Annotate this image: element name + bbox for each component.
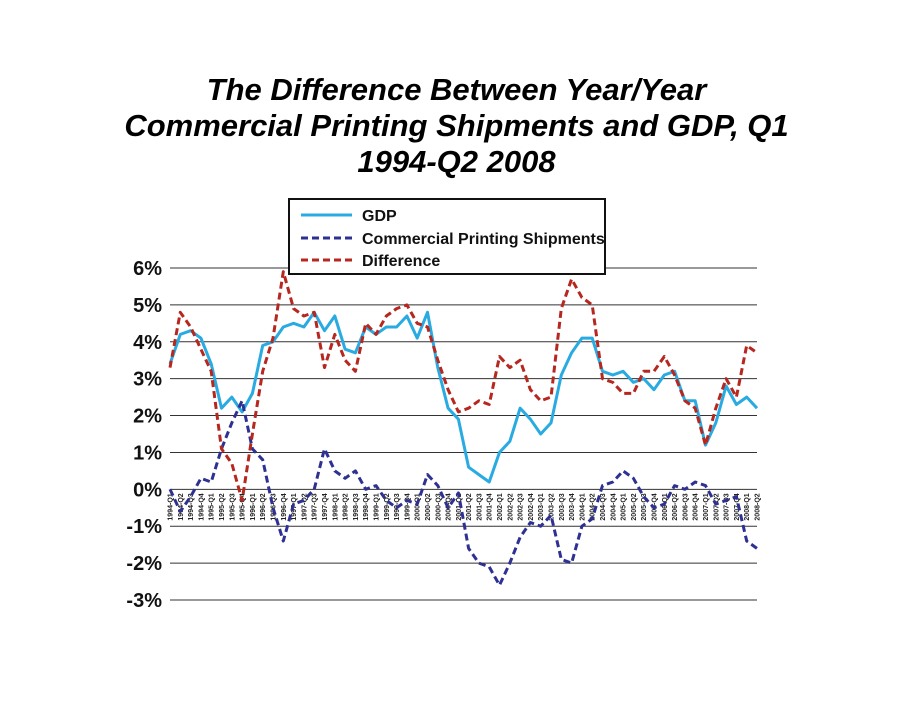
x-tick-label: 2008-Q2 — [755, 493, 762, 520]
x-tick-label: 1994-Q3 — [188, 493, 195, 520]
x-tick-label: 2004-Q4 — [610, 493, 617, 520]
x-tick-label: 1999-Q4 — [404, 493, 411, 520]
x-tick-label: 2002-Q2 — [507, 493, 514, 520]
y-axis-tick-labels: 6% 5% 4% 3% 2% 1% 0% -1% -2% -3% — [126, 258, 162, 612]
x-tick-label: 2004-Q1 — [579, 493, 586, 520]
x-tick-label: 1996-Q4 — [281, 493, 288, 520]
grid-lines — [170, 267, 757, 601]
x-tick-label: 2005-Q2 — [631, 493, 638, 520]
y-tick-label: 3% — [133, 369, 162, 391]
x-tick-label: 2007-Q3 — [724, 493, 731, 520]
chart-title-line-1: The Difference Between Year/Year — [206, 72, 707, 107]
series-line-difference — [168, 270, 758, 502]
x-tick-label: 2000-Q2 — [425, 493, 432, 520]
y-tick-label: 6% — [133, 258, 162, 280]
y-tick-label: 0% — [133, 479, 162, 501]
x-tick-label: 2006-Q3 — [682, 493, 689, 520]
x-tick-label: 1994-Q4 — [198, 493, 205, 520]
x-tick-label: 2001-Q2 — [466, 493, 473, 520]
x-tick-label: 2003-Q4 — [569, 493, 576, 520]
legend-label-gdp: GDP — [362, 208, 397, 225]
x-tick-label: 2003-Q1 — [538, 493, 545, 520]
y-tick-label: -2% — [126, 553, 162, 575]
legend-box — [288, 198, 606, 275]
x-tick-label: 1995-Q1 — [209, 493, 216, 520]
x-axis-tick-labels: 1994-Q1 1994-Q2 1994-Q3 1994-Q4 1995-Q1 1995-… — [168, 493, 762, 520]
x-tick-label: 2004-Q3 — [600, 493, 607, 520]
chart-title-line-2: Commercial Printing Shipments and GDP, Q… — [124, 108, 789, 143]
x-tick-label: 2008-Q1 — [744, 493, 751, 520]
x-tick-label: 1997-Q1 — [291, 493, 298, 520]
x-tick-label: 2001-Q1 — [456, 493, 463, 520]
y-tick-label: 4% — [133, 332, 162, 354]
x-tick-label: 2005-Q3 — [641, 493, 648, 520]
x-tick-label: 2000-Q3 — [435, 493, 442, 520]
x-tick-label: 1995-Q3 — [229, 493, 236, 520]
y-tick-label: -1% — [126, 516, 162, 538]
x-tick-label: 1997-Q3 — [312, 493, 319, 520]
x-tick-label: 2006-Q1 — [662, 493, 669, 520]
x-tick-label: 1998-Q1 — [332, 493, 339, 520]
chart-title-line-3: 1994-Q2 2008 — [357, 144, 556, 179]
x-tick-label: 2002-Q4 — [528, 493, 535, 520]
y-tick-label: 2% — [133, 406, 162, 428]
legend: GDP Commercial Printing Shipments Differ… — [288, 198, 606, 275]
x-tick-label: 2006-Q2 — [672, 493, 679, 520]
x-tick-label: 1999-Q1 — [373, 493, 380, 520]
x-tick-label: 2002-Q1 — [497, 493, 504, 520]
x-tick-label: 1997-Q2 — [301, 493, 308, 520]
x-tick-label: 1998-Q2 — [343, 493, 350, 520]
x-tick-label: 2001-Q4 — [487, 493, 494, 520]
x-tick-label: 2003-Q2 — [549, 493, 556, 520]
x-tick-label: 2007-Q1 — [703, 493, 710, 520]
x-tick-label: 1995-Q2 — [219, 493, 226, 520]
x-tick-label: 2005-Q1 — [621, 493, 628, 520]
x-tick-label: 2006-Q4 — [693, 493, 700, 520]
x-tick-label: 2003-Q3 — [559, 493, 566, 520]
x-tick-label: 1994-Q1 — [168, 493, 175, 520]
series-line-gdp — [168, 310, 759, 484]
series-lines — [168, 270, 759, 587]
x-tick-label: 1996-Q2 — [260, 493, 267, 520]
x-tick-label: 1996-Q1 — [250, 493, 257, 520]
legend-label-commercial-printing-shipments: Commercial Printing Shipments — [362, 231, 605, 248]
y-tick-label: -3% — [126, 590, 162, 612]
legend-label-difference: Difference — [362, 253, 440, 270]
x-tick-label: 1999-Q2 — [384, 493, 391, 520]
x-tick-label: 1994-Q2 — [178, 493, 185, 520]
x-tick-label: 2002-Q3 — [518, 493, 525, 520]
x-tick-label: 1996-Q3 — [270, 493, 277, 520]
x-tick-label: 2000-Q1 — [415, 493, 422, 520]
x-tick-label: 1998-Q4 — [363, 493, 370, 520]
x-tick-label: 1997-Q4 — [322, 493, 329, 520]
x-tick-label: 2004-Q2 — [590, 493, 597, 520]
x-tick-label: 2001-Q3 — [476, 493, 483, 520]
x-tick-label: 1995-Q4 — [240, 493, 247, 520]
y-tick-label: 1% — [133, 442, 162, 464]
y-tick-label: 5% — [133, 295, 162, 317]
series-line-commercial-printing-shipments — [168, 399, 758, 587]
chart-title: The Difference Between Year/Year Commerc… — [0, 72, 913, 180]
x-tick-label: 1998-Q3 — [353, 493, 360, 520]
x-tick-label: 2007-Q2 — [713, 493, 720, 520]
